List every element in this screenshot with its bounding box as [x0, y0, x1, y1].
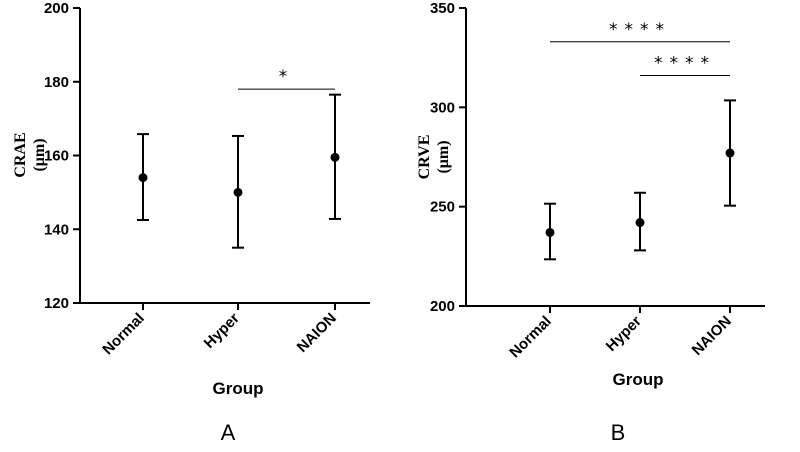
x-axis-title: Group: [213, 379, 264, 398]
panel-label: B: [611, 420, 626, 445]
y-axis-title-unit: (μm): [31, 138, 48, 171]
y-tick-label: 350: [430, 0, 455, 17]
panel-label: A: [221, 420, 236, 445]
mean-point: [725, 148, 735, 158]
significance-label: ****: [654, 54, 716, 74]
x-tick-label: NAION: [294, 310, 340, 356]
mean-point: [330, 152, 340, 162]
mean-point: [233, 187, 243, 197]
y-axis-title: CRVE (μm): [416, 135, 452, 180]
x-tick-label: Normal: [99, 310, 148, 359]
y-tick-label: 180: [44, 74, 69, 91]
y-axis-title-line: CRVE: [416, 135, 433, 180]
panel-b: 200 250 300 350 Normal Hyper NAION **** **** Grou…: [416, 0, 765, 445]
y-tick-label: 140: [44, 221, 69, 238]
y-axis-title-line: CRAE: [12, 132, 29, 177]
y-tick-label: 120: [44, 295, 69, 312]
x-tick-label: Normal: [506, 313, 555, 362]
x-tick-label: Hyper: [603, 313, 645, 355]
y-axis-title: CRAE (μm): [12, 132, 48, 177]
x-tick-label: NAION: [689, 313, 735, 359]
x-tick-label: Hyper: [201, 310, 243, 352]
panel-a: 120 140 160 180 200 Normal Hyper NAION * Group CRA…: [12, 0, 370, 445]
y-tick-label: 250: [430, 199, 455, 216]
y-axis-title-unit: (μm): [435, 140, 452, 173]
y-tick-label: 200: [430, 298, 455, 315]
mean-point: [545, 227, 555, 237]
mean-point: [138, 173, 148, 183]
significance-label: *: [279, 67, 295, 87]
significance-label: ****: [609, 20, 671, 40]
y-tick-label: 200: [44, 0, 69, 17]
y-tick-label: 160: [44, 148, 69, 165]
mean-point: [635, 218, 645, 228]
x-axis-title: Group: [613, 370, 664, 389]
y-tick-label: 300: [430, 99, 455, 116]
